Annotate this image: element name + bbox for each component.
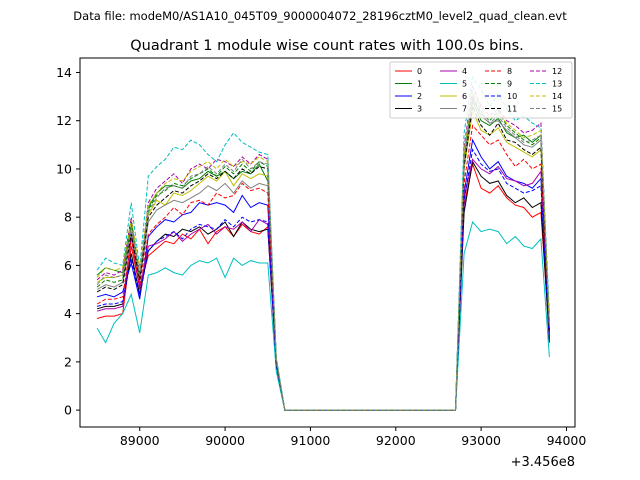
legend-label-14: 14 [552,92,562,101]
legend-label-0: 0 [417,67,422,76]
chart-title: Quadrant 1 module wise count rates with … [130,38,524,54]
legend-label-5: 5 [462,80,467,89]
x-tick-label: 89000 [120,433,160,448]
y-tick-label: 4 [64,306,72,321]
series-line-5 [96,220,550,411]
legend-label-4: 4 [462,67,467,76]
legend-label-15: 15 [552,105,562,114]
series-line-1 [96,99,550,411]
series-line-11 [96,104,550,411]
y-tick-label: 14 [56,65,72,80]
series-line-4 [96,158,550,411]
series-line-10 [96,148,550,411]
legend-label-11: 11 [507,105,517,114]
legend-box [389,61,573,119]
legend-label-2: 2 [417,92,422,101]
series-line-7 [96,97,550,411]
series-line-6 [96,109,550,411]
x-tick-label: 90000 [205,433,245,448]
legend-label-12: 12 [552,67,562,76]
legend-label-3: 3 [417,105,422,114]
y-tick-label: 0 [64,403,72,418]
suptitle: Data file: modeM0/AS1A10_045T09_90000040… [73,9,567,23]
y-axis: 0 2 4 6 8 10 12 14 [56,65,80,418]
series-line-12 [96,85,550,411]
series-line-2 [96,138,550,411]
y-tick-label: 2 [64,354,72,369]
legend-label-6: 6 [462,92,467,101]
plot-frame [79,57,576,428]
y-tick-label: 10 [56,161,72,176]
plot-lines [96,75,550,411]
series-line-8 [96,124,550,411]
y-tick-label: 8 [64,210,72,225]
series-line-0 [96,162,550,411]
x-tick-label: 91000 [291,433,331,448]
series-line-14 [96,90,550,411]
series-line-15 [96,92,550,411]
legend-label-1: 1 [417,80,422,89]
legend-label-9: 9 [507,80,512,89]
series-line-3 [96,160,550,411]
x-axis: 89000 90000 91000 92000 93000 94000 [120,427,587,448]
y-tick-label: 12 [56,113,72,128]
series-line-9 [96,94,550,411]
x-tick-label: 94000 [547,433,587,448]
x-tick-label: 93000 [461,433,501,448]
x-offset-label: +3.456e8 [511,455,575,470]
y-tick-label: 6 [64,258,72,273]
legend-label-7: 7 [462,105,467,114]
legend-label-8: 8 [507,67,512,76]
x-tick-label: 92000 [376,433,416,448]
legend-label-13: 13 [552,80,562,89]
series-line-13 [96,75,550,411]
legend-label-10: 10 [507,92,517,101]
